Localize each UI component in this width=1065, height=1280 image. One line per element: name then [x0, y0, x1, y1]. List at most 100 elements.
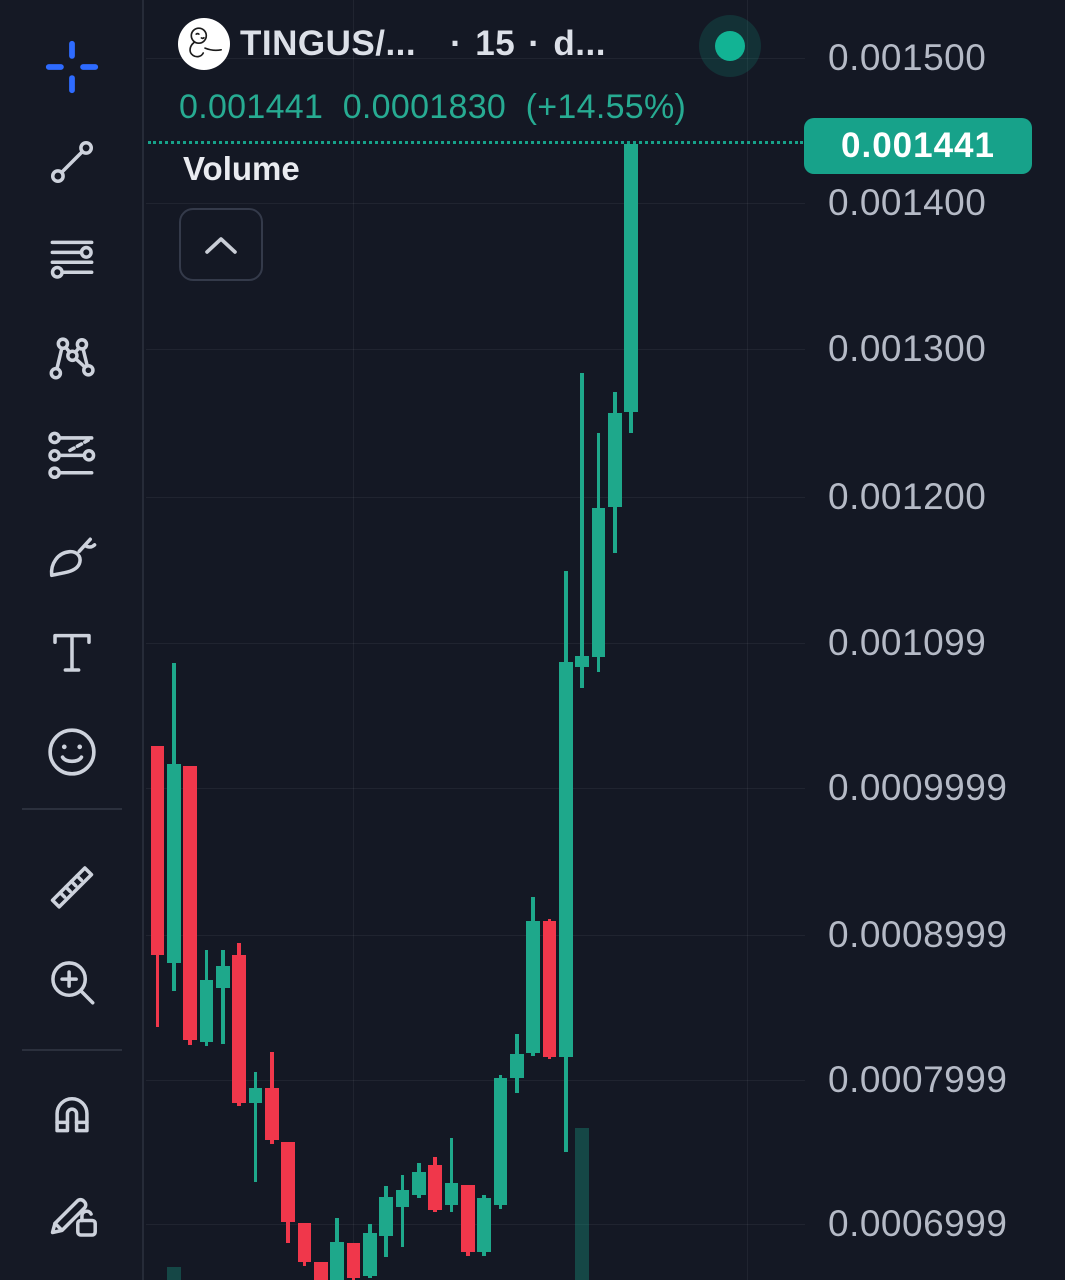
change-absolute: 0.0001830 [342, 88, 507, 126]
brush-tool-button[interactable] [12, 511, 132, 599]
gridline-h [146, 58, 805, 59]
candle-wick [580, 373, 584, 688]
candle-body [167, 764, 181, 963]
candle-body [150, 746, 165, 955]
zoom-in-icon [51, 961, 95, 1005]
magnet-icon [55, 1097, 89, 1133]
fib-retracement-tool-button[interactable] [12, 216, 132, 304]
candle-wick [221, 950, 225, 1044]
candle-body [444, 1183, 459, 1205]
chevron-up-icon [205, 236, 237, 254]
gridline-h [146, 1224, 805, 1225]
market-status-indicator[interactable] [699, 15, 761, 77]
magnet-tool-button[interactable] [12, 1073, 132, 1161]
xabcd-pattern-tool-button[interactable] [12, 313, 132, 401]
gridline-v [747, 0, 748, 1280]
brush-icon [49, 537, 97, 578]
symbol-logo [178, 18, 230, 70]
pencil-unlock-icon [50, 1197, 97, 1237]
candle-body [297, 1223, 312, 1262]
candle-body [493, 1078, 508, 1205]
tingus-logo-icon [179, 19, 229, 69]
change-percent: (+14.55%) [525, 88, 687, 126]
candle-body [216, 966, 230, 988]
gridline-h [146, 1080, 805, 1081]
candle-body [477, 1198, 491, 1252]
price-axis-label: 0.001500 [828, 37, 987, 78]
gridline-h [146, 643, 805, 644]
zoom-in-tool-button[interactable] [12, 938, 132, 1026]
drawing-toolbar [0, 0, 144, 1280]
status-dot-icon [715, 31, 745, 61]
price-axis-label: 0.0006999 [828, 1203, 1008, 1244]
fib-retracement-icon [50, 240, 94, 279]
price-axis-label: 0.001300 [828, 328, 987, 369]
gridline-v [353, 0, 354, 1280]
candle-wick [400, 1175, 405, 1247]
candle-body [510, 1054, 524, 1078]
price-axis-label: 0.001200 [828, 476, 987, 517]
xabcd-pattern-icon [49, 337, 95, 380]
candle-body [248, 1088, 263, 1103]
toolbar-divider [22, 808, 122, 810]
forecast-pattern-icon [48, 431, 96, 480]
separator-dot: · [450, 24, 463, 63]
volume-bar [166, 1267, 181, 1280]
gridline-h [146, 497, 805, 498]
candle-body [314, 1262, 328, 1280]
forecast-pattern-tool-button[interactable] [12, 413, 132, 501]
trend-line-icon [50, 140, 94, 184]
interval-label[interactable]: 15 [475, 24, 516, 63]
emoji-smiley-icon [48, 728, 96, 776]
volume-bar [575, 1128, 590, 1280]
candle-body [428, 1165, 442, 1210]
price-change-row: 0.001441 0.0001830 (+14.55%) [179, 88, 686, 127]
crosshair-tool-button[interactable] [12, 23, 132, 111]
trend-line-tool-button[interactable] [12, 118, 132, 206]
candle-body [461, 1185, 475, 1252]
price-axis-label: 0.0008999 [828, 914, 1008, 955]
price-axis-label: 0.0009999 [828, 767, 1008, 808]
candle-body [363, 1233, 377, 1276]
candle-body [608, 413, 622, 507]
candle-body [379, 1197, 393, 1236]
crosshair-icon [45, 40, 99, 94]
current-price-badge: 0.001441 [804, 118, 1032, 174]
text-icon [53, 633, 91, 672]
chart-header[interactable]: TINGUS/... · 15 · d... [178, 18, 606, 70]
collapse-legend-button[interactable] [179, 208, 263, 281]
current-price-line [148, 141, 803, 144]
candle-body [265, 1088, 279, 1140]
emoji-tool-button[interactable] [12, 708, 132, 796]
candle-body [559, 662, 573, 1057]
gridline-h [146, 203, 805, 204]
candle-body [330, 1242, 344, 1280]
candle-wick [253, 1072, 258, 1182]
candle-body [346, 1243, 361, 1278]
price-axis-label: 0.0007999 [828, 1059, 1008, 1100]
volume-indicator-label: Volume [183, 150, 300, 187]
exchange-label[interactable]: d... [553, 24, 606, 63]
price-axis-label: 0.001099 [828, 622, 987, 663]
candle-body [281, 1142, 295, 1222]
candle-body [232, 955, 246, 1103]
symbol-name[interactable]: TINGUS/... [240, 24, 417, 63]
toolbar-divider [22, 1049, 122, 1051]
candle-body [542, 921, 557, 1057]
candle-body [199, 980, 214, 1042]
price-axis[interactable]: 0.001500 0.001400 0.001300 0.001200 0.001099… [804, 0, 1065, 1280]
gridline-h [146, 788, 805, 789]
drawing-unlock-tool-button[interactable] [12, 1169, 132, 1257]
candle-body [624, 144, 638, 412]
text-tool-button[interactable] [12, 609, 132, 697]
measure-tool-button[interactable] [12, 843, 132, 931]
candle-body [395, 1190, 410, 1207]
candle-wick [449, 1138, 454, 1212]
candle-body [412, 1172, 426, 1195]
candle-body [575, 656, 589, 667]
gridline-h [146, 349, 805, 350]
last-price: 0.001441 [179, 88, 324, 126]
ruler-icon [50, 866, 94, 909]
